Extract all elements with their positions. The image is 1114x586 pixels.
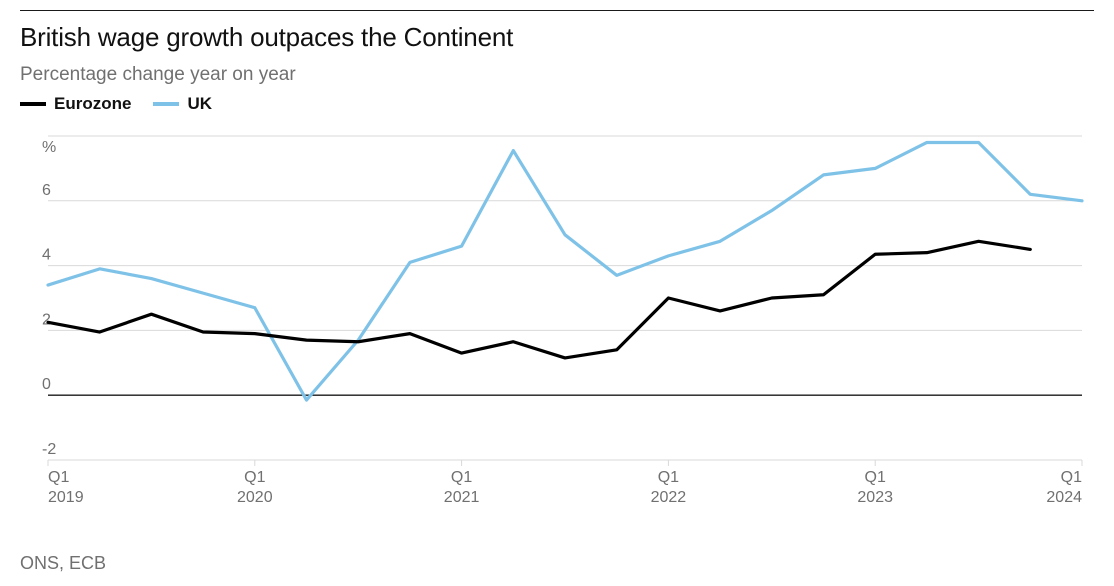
legend: Eurozone UK <box>20 94 212 114</box>
legend-label-eurozone: Eurozone <box>54 94 131 114</box>
top-rule <box>20 10 1094 11</box>
svg-text:2024: 2024 <box>1046 489 1082 506</box>
svg-text:Q1: Q1 <box>658 469 679 486</box>
svg-text:Q1: Q1 <box>244 469 265 486</box>
legend-label-uk: UK <box>187 94 212 114</box>
svg-text:0: 0 <box>42 376 51 393</box>
svg-text:%: % <box>42 139 56 156</box>
legend-swatch-uk <box>153 102 179 106</box>
source-text: ONS, ECB <box>20 553 106 574</box>
svg-text:2022: 2022 <box>651 489 687 506</box>
legend-item-uk: UK <box>153 94 212 114</box>
svg-text:Q1: Q1 <box>1061 469 1082 486</box>
svg-text:2023: 2023 <box>857 489 893 506</box>
svg-text:-2: -2 <box>42 441 56 458</box>
svg-text:6: 6 <box>42 182 51 199</box>
svg-text:8: 8 <box>42 130 51 134</box>
svg-text:Q1: Q1 <box>48 469 69 486</box>
svg-text:2019: 2019 <box>48 489 84 506</box>
chart-title: British wage growth outpaces the Contine… <box>20 22 513 53</box>
svg-text:2020: 2020 <box>237 489 273 506</box>
svg-text:Q1: Q1 <box>451 469 472 486</box>
legend-item-eurozone: Eurozone <box>20 94 131 114</box>
svg-text:Q1: Q1 <box>865 469 886 486</box>
svg-text:4: 4 <box>42 247 51 264</box>
svg-text:2021: 2021 <box>444 489 480 506</box>
legend-swatch-eurozone <box>20 102 46 106</box>
chart-container: British wage growth outpaces the Contine… <box>0 0 1114 586</box>
svg-text:2: 2 <box>42 311 51 328</box>
line-chart: -2 0 2 4 6 8% Q1 2019 Q1 2020 Q1 2021 Q1 2022 Q1 2023 Q1… <box>40 130 1090 510</box>
chart-subtitle: Percentage change year on year <box>20 64 296 86</box>
